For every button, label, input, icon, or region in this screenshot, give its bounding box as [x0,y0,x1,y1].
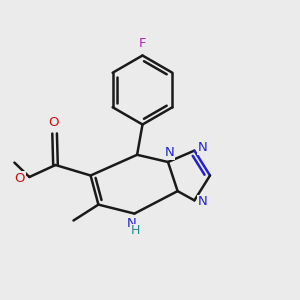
Text: N: N [165,146,174,159]
Text: F: F [139,37,146,50]
Text: N: N [198,195,208,208]
Text: N: N [198,141,208,154]
Text: H: H [130,224,140,238]
Text: O: O [15,172,25,185]
Text: N: N [127,217,136,230]
Text: O: O [48,116,58,130]
